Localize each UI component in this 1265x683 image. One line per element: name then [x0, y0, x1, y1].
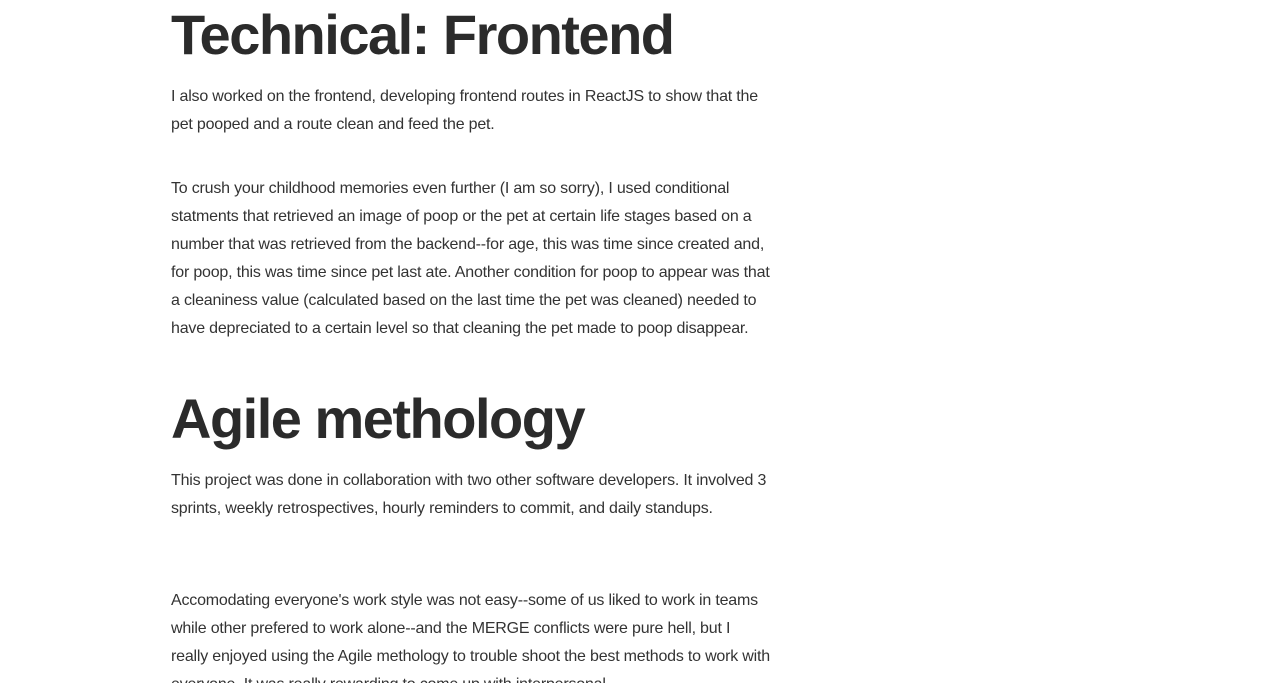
- paragraph-agile-collaboration: This project was done in collaboration w…: [171, 472, 767, 517]
- paragraph-conditional-statements: To crush your childhood memories even fu…: [171, 180, 770, 337]
- section-heading-frontend: Technical: Frontend: [171, 3, 675, 66]
- section-heading-agile: Agile methology: [171, 387, 586, 450]
- paragraph-frontend-routes: I also worked on the frontend, developin…: [171, 88, 758, 133]
- paragraph-agile-work-styles: Accomodating everyone's work style was n…: [171, 592, 770, 683]
